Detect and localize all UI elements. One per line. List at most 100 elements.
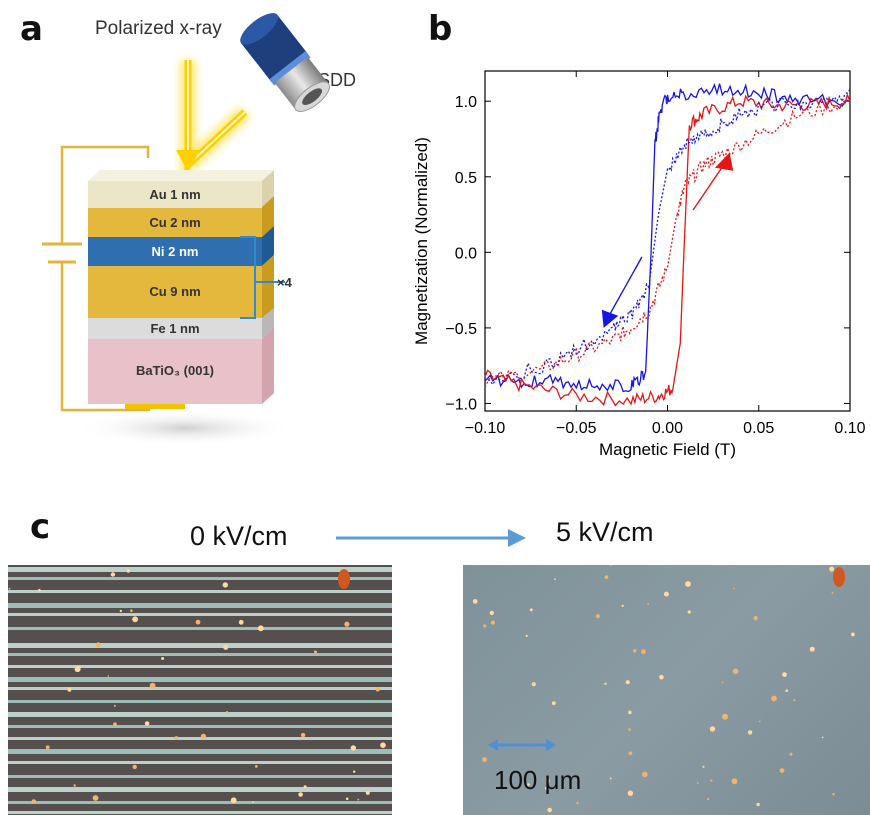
particle-dot (809, 646, 815, 652)
domain-stripe (8, 653, 392, 656)
y-tick-label: 0.5 (455, 170, 477, 187)
xray-beam (176, 60, 251, 184)
particle-dot (832, 793, 835, 796)
particle-dot (314, 650, 317, 654)
particle-dot (195, 619, 201, 625)
domain-stripe (8, 613, 392, 616)
particle-dot (685, 581, 691, 587)
left-field-label: 0 kV/cm (190, 521, 288, 551)
particle-dot (353, 770, 356, 773)
stack-side-faces (262, 170, 274, 404)
particle-dot (126, 569, 131, 573)
particle-dot (647, 603, 649, 606)
particle-dot (733, 587, 735, 590)
scale-bar-label: 100 μm (494, 765, 582, 795)
particle-dot (793, 699, 796, 702)
sweep-arrowhead-up (714, 152, 734, 171)
particle-dot (779, 768, 785, 773)
particle-dot (782, 672, 787, 677)
sweep-arrow-up (692, 161, 727, 211)
y-tick-label: 0.0 (455, 245, 477, 262)
particle-dot (732, 668, 739, 675)
particle-dot (576, 801, 579, 805)
particle-dot (380, 742, 386, 748)
particle-dot (628, 728, 631, 731)
domain-stripe (8, 761, 392, 764)
series-line-blue-dotted (484, 88, 851, 386)
domain-stripe (8, 801, 392, 804)
particle-dot (756, 802, 760, 807)
particle-dot (554, 578, 556, 581)
particle-dot (254, 765, 258, 768)
stack-shadow (75, 410, 295, 446)
particle-dot (709, 726, 716, 732)
particle-dot (252, 801, 254, 803)
particle-dot (551, 701, 556, 706)
particle-dot (544, 786, 549, 791)
particle-dot (627, 790, 634, 796)
particle-dot (642, 771, 648, 778)
electrode-wires (60, 145, 150, 412)
domain-stripe (8, 775, 392, 778)
particle-dot (710, 779, 713, 782)
particle-dot (531, 682, 536, 687)
particle-dot (628, 710, 632, 715)
repeat-bracket (240, 236, 285, 319)
panel-b-label: b (428, 9, 453, 49)
particle-dot (489, 610, 494, 616)
particle-dot (73, 784, 76, 787)
particle-dot (625, 680, 630, 685)
domain-stripe (8, 577, 392, 580)
series-line-red-dotted (484, 99, 851, 388)
series-line-blue-solid (484, 83, 851, 393)
particle-dot (74, 666, 81, 673)
particle-dot (821, 736, 824, 739)
particle-dot (303, 785, 307, 789)
particle-dot (609, 777, 612, 780)
layer-label-substrate: BaTiO₃ (001) (135, 363, 215, 378)
particle-dot (483, 624, 487, 628)
particle-dot (95, 642, 101, 648)
sweep-arrowhead-down (601, 309, 619, 328)
particle-dot (257, 625, 264, 632)
particle-dot (663, 591, 669, 597)
particle-dot (789, 752, 793, 756)
layer-label-cu2: Cu 2 nm (149, 215, 201, 230)
repeat-label: ×4 (277, 275, 292, 290)
particle-dot (722, 713, 728, 720)
particle-dot (375, 687, 380, 692)
domain-stripe (8, 737, 392, 740)
particle-dot (223, 644, 229, 650)
particle-dot (357, 798, 360, 801)
hysteresis-chart: −0.10 −0.05 0.00 0.05 0.10 −1.0 −0.5 0.0 0.5 1.0 M… (412, 70, 866, 459)
particle-dot (200, 733, 206, 739)
y-axis-label: Magnetization (Normalized) (412, 137, 431, 345)
domain-stripe (8, 787, 392, 792)
particle-dot (45, 745, 50, 750)
particle-dot (110, 572, 116, 577)
particle-dot (604, 682, 607, 685)
particle-dot (114, 705, 116, 707)
domain-stripe (8, 749, 392, 754)
domain-stripe (8, 811, 392, 814)
domain-stripe (8, 627, 392, 630)
domain-stripe (8, 687, 392, 690)
particle-dot (747, 730, 753, 735)
particle-dot (831, 591, 834, 594)
particle-dot (8, 587, 11, 590)
particle-dot (222, 582, 228, 588)
stack-front-faces (88, 181, 262, 404)
particle-dot (31, 799, 37, 804)
y-tick-label: −0.5 (445, 321, 477, 338)
particle-dot (641, 649, 646, 655)
sweep-arrow-down (606, 256, 643, 320)
particle-dot (149, 682, 156, 689)
x-axis-label: Magnetic Field (T) (599, 440, 736, 459)
xray-label: Polarized x-ray (95, 18, 222, 39)
particle-dot (659, 674, 664, 680)
x-tick-label: 0.00 (652, 420, 683, 437)
particle-dot (161, 657, 165, 660)
particle-dot (547, 807, 552, 813)
particle-dot (545, 778, 551, 783)
layer-label-au: Au 1 nm (149, 187, 201, 202)
